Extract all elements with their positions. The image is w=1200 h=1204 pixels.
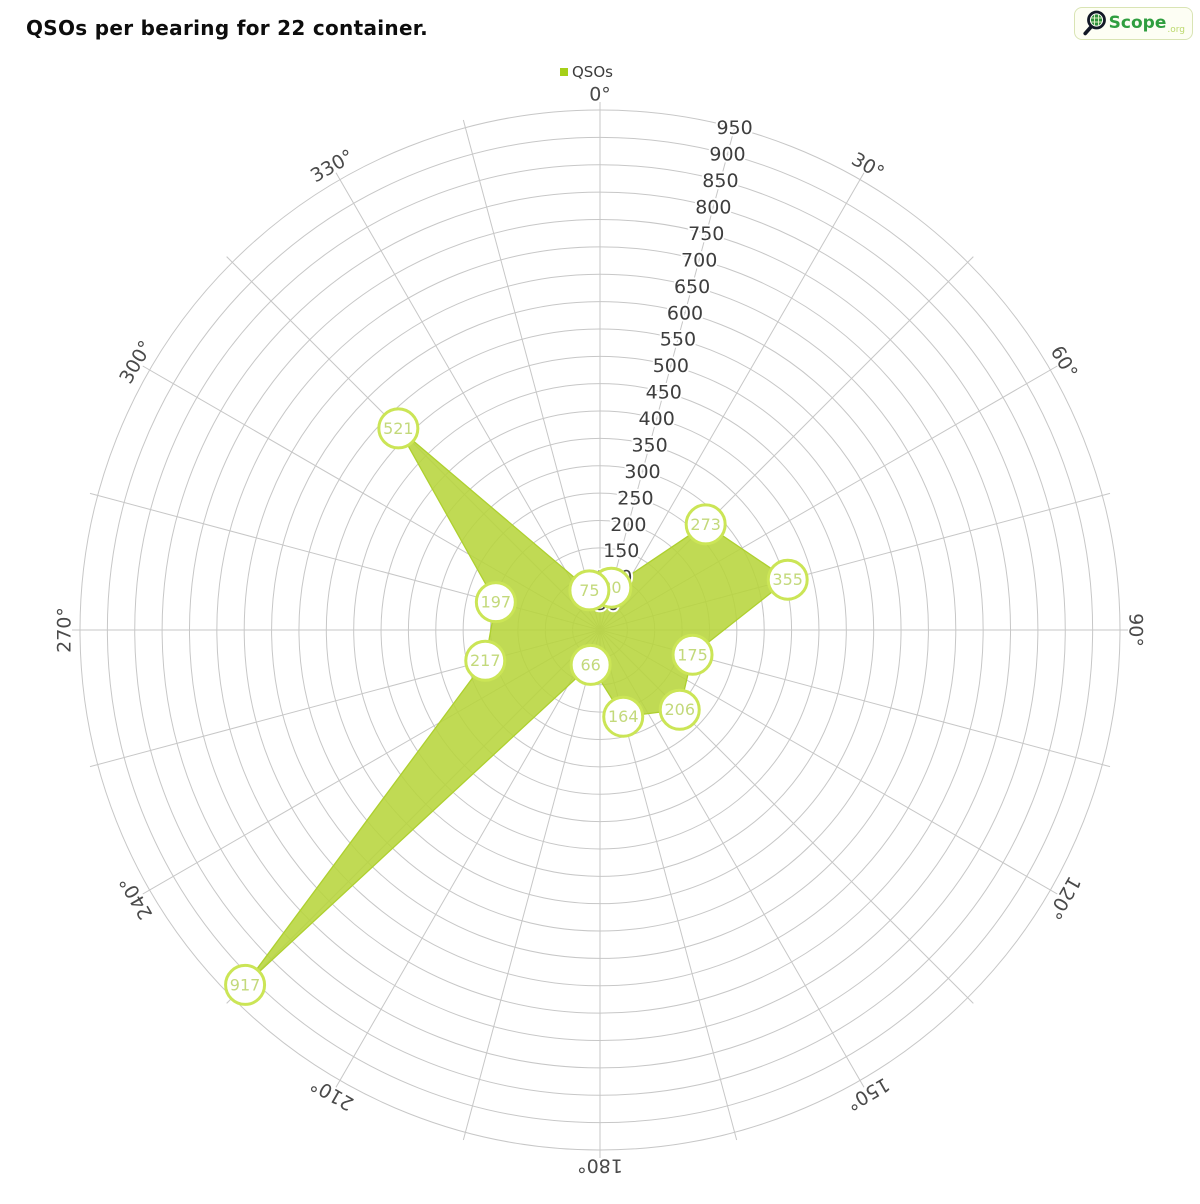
bearing-tick-label: 0° (589, 84, 611, 106)
radial-tick-label: 450 (646, 382, 682, 404)
marker-value: 355 (772, 570, 803, 589)
marker-circle (377, 407, 420, 450)
bearing-tick-label: 90° (1125, 613, 1147, 647)
data-point-marker: 521 (377, 407, 420, 450)
radial-tick-label: 200 (610, 514, 646, 536)
marker-value: 164 (608, 707, 639, 726)
bearing-tick-label: 210° (307, 1073, 358, 1115)
legend-color-swatch-icon (560, 68, 568, 76)
bearing-tick-label: 30° (848, 148, 888, 184)
data-point-marker: 66 (569, 643, 612, 686)
bearing-tick-label: 330° (307, 145, 358, 187)
grid-spoke (462, 119, 601, 631)
marker-circle (569, 643, 612, 686)
bearing-tick-label: 180° (577, 1155, 623, 1177)
marker-value: 521 (383, 419, 414, 438)
radial-tick-label: 650 (674, 276, 710, 298)
marker-value: 206 (664, 700, 695, 719)
radial-tick-label: 400 (639, 408, 675, 430)
data-point-marker: 355 (766, 558, 809, 601)
bearing-tick-label: 60° (1046, 342, 1082, 382)
magnifier-globe-icon (1082, 10, 1108, 37)
radial-tick-label: 150 (603, 540, 639, 562)
radial-tick-label: 550 (660, 329, 696, 351)
legend: QSOs (560, 63, 613, 81)
logo-suffix: .org (1167, 25, 1185, 35)
grid-spoke (599, 172, 865, 631)
bearing-tick-label: 240° (115, 872, 157, 923)
marker-circle (568, 569, 611, 612)
marker-circle (658, 688, 701, 731)
bearing-tick-label: 150° (842, 1073, 893, 1115)
marker-value: 217 (470, 651, 501, 670)
marker-circle (224, 963, 267, 1006)
marker-circle (684, 503, 727, 546)
bearing-tick-label: 300° (115, 337, 157, 388)
marker-circle (464, 639, 507, 682)
marker-value: 273 (690, 515, 721, 534)
data-point-marker: 273 (684, 503, 727, 546)
bearing-tick-label: 120° (1043, 872, 1085, 923)
data-point-marker: 175 (671, 633, 714, 676)
grid-spoke (335, 172, 601, 631)
marker-circle (474, 581, 517, 624)
marker-circle (766, 558, 809, 601)
grid-spoke (599, 119, 738, 631)
radial-tick-label: 950 (716, 117, 752, 139)
grid-spoke (335, 629, 601, 1088)
marker-value: 175 (677, 645, 708, 664)
bearing-tick-label: 270° (54, 607, 76, 653)
data-point-marker: 206 (658, 688, 701, 731)
marker-value: 917 (230, 975, 261, 994)
radial-tick-label: 850 (702, 170, 738, 192)
marker-circle (602, 695, 645, 738)
marker-value: 197 (481, 593, 512, 612)
data-point-marker: 917 (224, 963, 267, 1006)
radial-tick-label: 300 (624, 461, 660, 483)
radial-tick-label: 600 (667, 302, 703, 324)
radial-tick-label: 250 (617, 487, 653, 509)
legend-label: QSOs (572, 63, 613, 81)
marker-circle (671, 633, 714, 676)
radial-tick-label: 350 (631, 434, 667, 456)
marker-value: 75 (579, 581, 599, 600)
radial-tick-label: 750 (688, 223, 724, 245)
data-point-marker: 164 (602, 695, 645, 738)
radial-tick-label: 800 (695, 197, 731, 219)
page-title: QSOs per bearing for 22 container. (26, 16, 429, 40)
radial-tick-label: 500 (653, 355, 689, 377)
data-point-marker: 75 (568, 569, 611, 612)
radial-tick-label: 700 (681, 249, 717, 271)
logo-wordmark: Scope (1108, 13, 1167, 33)
qscope-logo[interactable]: Scope .org (1073, 7, 1193, 40)
radial-tick-label: 900 (709, 144, 745, 166)
data-point-marker: 197 (474, 581, 517, 624)
marker-value: 66 (580, 655, 600, 674)
data-point-marker: 217 (464, 639, 507, 682)
grid-spoke (462, 629, 601, 1141)
